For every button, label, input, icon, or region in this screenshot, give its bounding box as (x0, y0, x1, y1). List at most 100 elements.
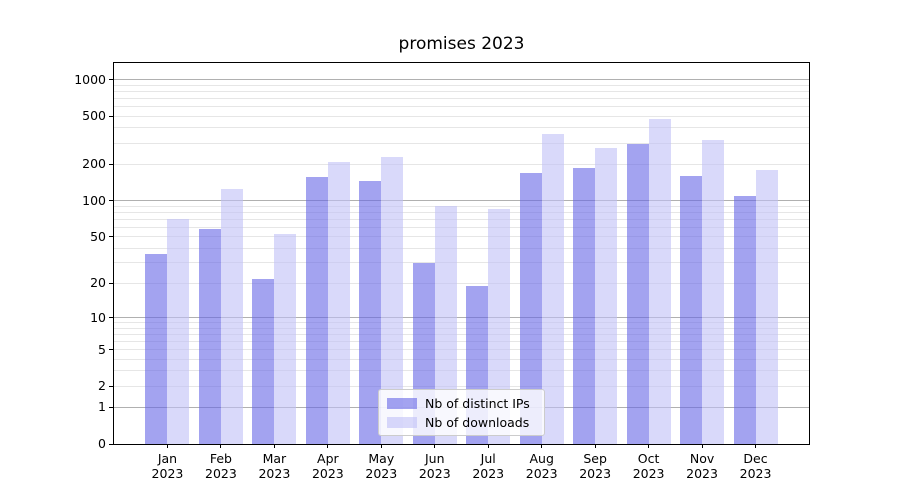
x-tick-label-feb: Feb 2023 (205, 451, 237, 481)
gridline-major-1000 (114, 79, 809, 81)
y-tick-mark-500 (109, 115, 113, 117)
plot-area (114, 63, 809, 444)
bar-nb-of-distinct-ips-dec (733, 195, 756, 444)
legend-label-distinct-ips: Nb of distinct IPs (425, 395, 530, 411)
gridline-minor-90 (114, 205, 809, 207)
gridline-minor-80 (114, 211, 809, 213)
gridline-minor-20 (114, 282, 809, 284)
gridline-minor-700 (114, 98, 809, 100)
y-tick-label-1: 1 (98, 399, 106, 415)
y-tick-mark-1 (109, 406, 113, 408)
x-tick-label-jul: Jul 2023 (472, 451, 505, 481)
bar-nb-of-distinct-ips-may (359, 180, 382, 444)
x-tick-mark-nov (701, 444, 703, 448)
gridline-minor-50 (114, 236, 809, 238)
gridline-minor-500 (114, 115, 809, 117)
bar-nb-of-downloads-dec (755, 169, 778, 444)
gridline-minor-40 (114, 247, 809, 249)
gridline-minor-2 (114, 385, 809, 387)
gridline-major-10 (114, 317, 809, 319)
bar-nb-of-distinct-ips-aug (519, 172, 542, 444)
legend-swatch-downloads (387, 416, 417, 428)
bar-nb-of-distinct-ips-sep (573, 168, 596, 444)
y-tick-label-500: 500 (82, 108, 106, 124)
bar-nb-of-distinct-ips-mar (252, 278, 275, 444)
x-tick-label-jun: Jun 2023 (418, 451, 451, 481)
gridline-minor-3 (114, 370, 809, 372)
bar-nb-of-downloads-sep (595, 147, 618, 444)
bar-nb-of-downloads-oct (648, 118, 671, 444)
x-tick-label-dec: Dec 2023 (739, 451, 772, 481)
gridline-minor-600 (114, 106, 809, 108)
bar-nb-of-downloads-aug (541, 134, 564, 444)
y-tick-mark-20 (109, 282, 113, 284)
legend-swatch-distinct-ips (387, 397, 417, 409)
y-tick-mark-100 (109, 200, 113, 202)
y-tick-label-20: 20 (90, 275, 106, 291)
x-tick-label-oct: Oct 2023 (632, 451, 665, 481)
y-tick-label-10: 10 (90, 309, 106, 325)
bar-nb-of-downloads-jul (488, 208, 511, 444)
x-tick-mark-apr (327, 444, 329, 448)
legend-label-downloads: Nb of downloads (425, 414, 530, 430)
x-tick-label-mar: Mar 2023 (258, 451, 291, 481)
gridline-minor-800 (114, 91, 809, 93)
x-tick-label-apr: Apr 2023 (311, 451, 344, 481)
bar-nb-of-downloads-apr (327, 162, 350, 444)
bar-nb-of-distinct-ips-oct (626, 144, 649, 444)
legend: Nb of distinct IPs Nb of downloads (378, 389, 545, 436)
y-tick-mark-5 (109, 349, 113, 351)
y-tick-label-2: 2 (98, 378, 106, 394)
y-tick-mark-2 (109, 385, 113, 387)
gridline-minor-70 (114, 218, 809, 220)
x-tick-label-sep: Sep 2023 (579, 451, 612, 481)
bar-nb-of-distinct-ips-jan (145, 253, 168, 444)
y-tick-mark-50 (109, 236, 113, 238)
bar-nb-of-distinct-ips-nov (680, 176, 703, 444)
x-tick-label-nov: Nov 2023 (686, 451, 718, 481)
y-tick-label-50: 50 (90, 228, 106, 244)
x-tick-mark-jun (434, 444, 436, 448)
gridline-minor-8 (114, 327, 809, 329)
bar-nb-of-distinct-ips-apr (305, 177, 328, 444)
x-tick-mark-aug (541, 444, 543, 448)
x-tick-mark-mar (273, 444, 275, 448)
x-tick-label-jan: Jan 2023 (151, 451, 184, 481)
chart-title: promises 2023 (398, 34, 525, 54)
legend-item-distinct-ips: Nb of distinct IPs (387, 396, 536, 411)
gridline-minor-7 (114, 333, 809, 335)
gridline-minor-4 (114, 358, 809, 360)
x-tick-mark-dec (755, 444, 757, 448)
x-tick-mark-jan (166, 444, 168, 448)
bar-nb-of-downloads-feb (220, 189, 243, 444)
y-tick-mark-200 (109, 163, 113, 165)
y-tick-label-1000: 1000 (74, 71, 106, 87)
gridline-minor-300 (114, 142, 809, 144)
bar-nb-of-downloads-jan (167, 219, 190, 444)
x-tick-mark-feb (220, 444, 222, 448)
y-tick-mark-1000 (109, 79, 113, 81)
bar-nb-of-downloads-jun (434, 206, 457, 444)
gridline-minor-6 (114, 340, 809, 342)
legend-item-downloads: Nb of downloads (387, 415, 536, 430)
gridline-minor-9 (114, 322, 809, 324)
gridline-minor-60 (114, 226, 809, 228)
x-tick-label-aug: Aug 2023 (525, 451, 558, 481)
bar-nb-of-distinct-ips-feb (198, 229, 221, 444)
y-tick-label-5: 5 (98, 341, 106, 357)
y-tick-label-200: 200 (82, 156, 106, 172)
y-tick-mark-10 (109, 317, 113, 319)
gridline-minor-900 (114, 84, 809, 86)
gridline-major-100 (114, 200, 809, 202)
bar-nb-of-downloads-mar (274, 233, 297, 444)
gridline-minor-200 (114, 163, 809, 165)
gridline-minor-400 (114, 127, 809, 129)
gridline-minor-5 (114, 349, 809, 351)
x-tick-mark-may (380, 444, 382, 448)
y-tick-label-0: 0 (98, 436, 106, 451)
x-tick-mark-oct (648, 444, 650, 448)
x-tick-label-may: May 2023 (365, 451, 398, 481)
bar-nb-of-downloads-nov (702, 139, 725, 444)
bar-nb-of-downloads-may (381, 157, 404, 444)
